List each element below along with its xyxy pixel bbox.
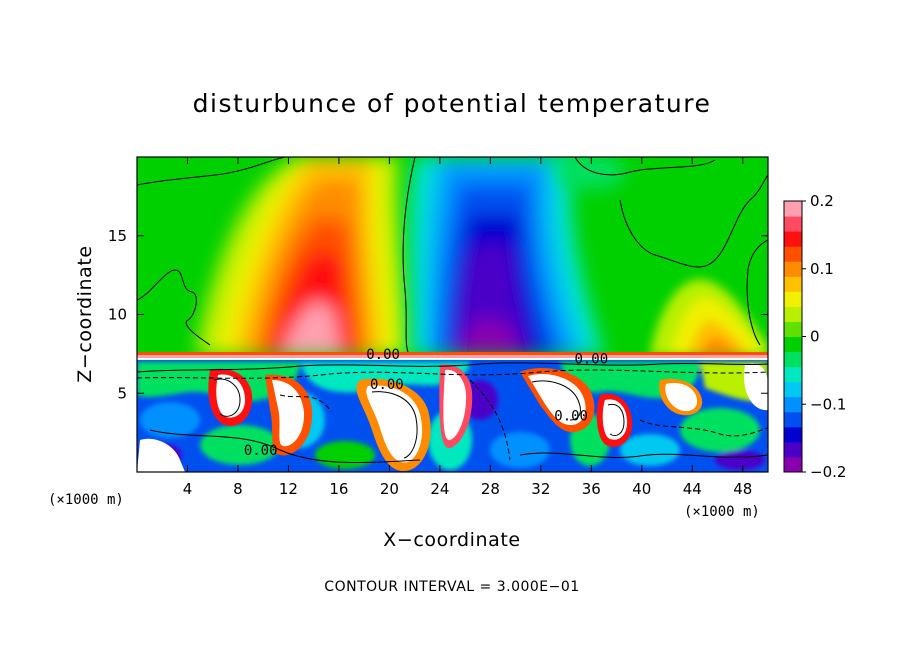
- x-tick-label: 28: [481, 480, 500, 498]
- x-tick-label: 24: [430, 480, 449, 498]
- colorbar-swatch: [784, 336, 802, 353]
- x-tick-label: 48: [733, 480, 752, 498]
- colorbar-swatch: [784, 396, 802, 413]
- colorbar-tick-label: −0.2: [810, 463, 846, 481]
- colorbar-tick-label: 0: [810, 328, 820, 346]
- colorbar-swatch: [784, 231, 802, 247]
- colorbar: [784, 201, 802, 473]
- x-tick-label: 40: [632, 480, 651, 498]
- boundary-layer: [137, 360, 768, 472]
- colorbar-swatch: [784, 366, 802, 383]
- contour-interval-note: CONTOUR INTERVAL = 3.000E−01: [324, 579, 579, 595]
- x-tick-label: 4: [183, 480, 193, 498]
- x-tick-label: 12: [279, 480, 298, 498]
- x-axis-ticks: 4 8 12 16 20 24 28 32 36 40 44 48: [183, 157, 752, 498]
- contour-label: 0.00: [370, 377, 404, 393]
- y-tick-label: 5: [117, 384, 127, 402]
- warm-anomaly-left: [195, 157, 410, 355]
- x-tick-label: 16: [329, 480, 348, 498]
- chart-title: disturbunce of potential temperature: [193, 89, 712, 118]
- colorbar-swatch: [784, 246, 802, 262]
- x-unit-left: (×1000 m): [48, 492, 124, 508]
- x-tick-label: 32: [531, 480, 550, 498]
- colorbar-swatch: [784, 351, 802, 368]
- y-axis-label: Z−coordinate: [74, 245, 96, 382]
- upper-contours: [137, 157, 768, 353]
- colorbar-tick-label: −0.1: [810, 395, 846, 413]
- eddy-2: [356, 378, 431, 472]
- eddy-3: [520, 368, 633, 447]
- colorbar-swatch: [784, 411, 802, 428]
- cold-anomaly-center: [408, 157, 605, 355]
- x-unit-right: (×1000 m): [684, 504, 760, 520]
- colorbar-swatch: [784, 261, 802, 277]
- contour-labels: 0.00 0.00 0.00 0.00 0.00: [244, 347, 608, 459]
- x-tick-label: 44: [683, 480, 702, 498]
- eddy-4: [137, 363, 768, 472]
- colorbar-swatch: [784, 306, 802, 322]
- colorbar-swatch: [784, 216, 802, 232]
- colorbar-swatch: [784, 381, 802, 398]
- y-axis-ticks: 5 10 15: [108, 227, 768, 402]
- y-tick-label: 10: [108, 306, 127, 324]
- colorbar-ticks: 0.2 0.1 0 −0.1 −0.2: [802, 192, 846, 481]
- contour-label: 0.00: [574, 352, 608, 368]
- x-axis-label: X−coordinate: [383, 529, 520, 551]
- contour-label: 0.00: [366, 347, 400, 363]
- x-tick-label: 20: [380, 480, 399, 498]
- colorbar-swatch: [784, 291, 802, 307]
- colorbar-swatch: [784, 426, 802, 443]
- colorbar-swatch: [784, 456, 802, 473]
- colorbar-swatch: [784, 441, 802, 458]
- plot-area: [137, 157, 768, 472]
- colorbar-swatch: [784, 201, 802, 217]
- y-tick-label: 15: [108, 227, 127, 245]
- contour-label: 0.00: [554, 408, 588, 424]
- contour-label: 0.00: [244, 443, 278, 459]
- lower-contours: [137, 362, 768, 464]
- colorbar-swatch: [784, 321, 802, 337]
- x-tick-label: 8: [233, 480, 243, 498]
- colorbar-tick-label: 0.1: [810, 260, 834, 278]
- x-tick-label: 36: [582, 480, 601, 498]
- colorbar-swatch: [784, 276, 802, 292]
- colorbar-tick-label: 0.2: [810, 192, 834, 210]
- warm-anomaly-right: [650, 279, 768, 355]
